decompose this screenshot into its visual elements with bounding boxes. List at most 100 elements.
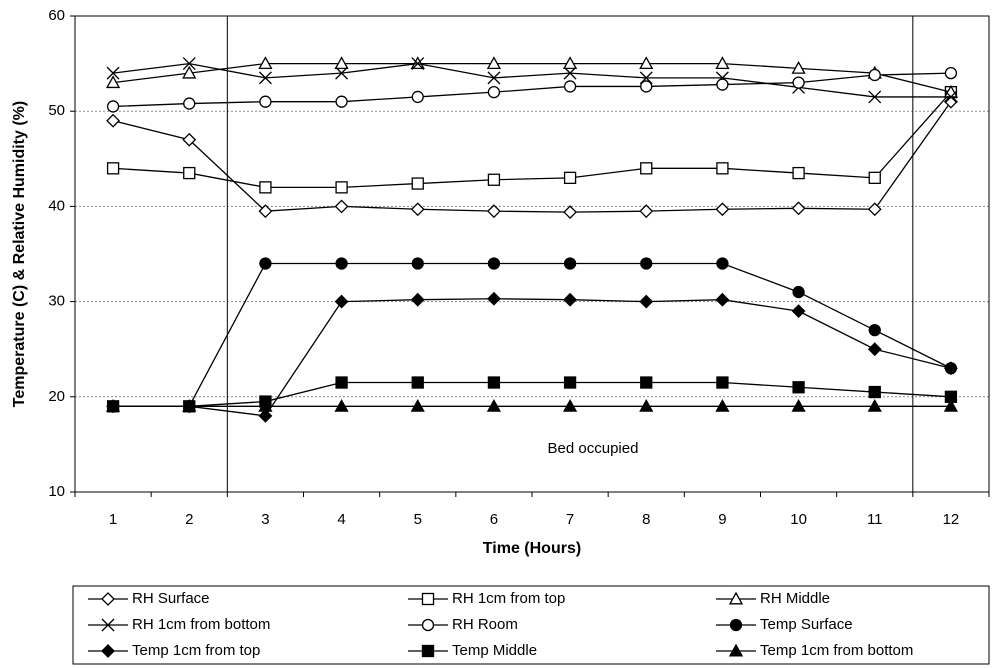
marker xyxy=(421,644,435,658)
series-line xyxy=(113,381,951,407)
x-axis-label: Time (Hours) xyxy=(483,540,581,557)
legend-label: RH Surface xyxy=(132,590,210,607)
marker xyxy=(563,257,577,270)
marker xyxy=(944,66,958,80)
marker xyxy=(335,66,349,80)
legend-label: Temp 1cm from top xyxy=(132,642,260,659)
marker xyxy=(259,181,272,194)
marker xyxy=(715,56,730,70)
marker xyxy=(106,113,121,128)
y-tick-label: 40 xyxy=(48,197,65,214)
series-line xyxy=(113,262,952,407)
marker xyxy=(563,80,577,93)
marker xyxy=(105,75,121,89)
marker xyxy=(486,204,501,219)
marker xyxy=(258,408,273,423)
marker xyxy=(182,132,197,147)
marker xyxy=(258,56,273,70)
series-line xyxy=(113,298,952,417)
marker xyxy=(258,71,272,85)
x-tick-label: 1 xyxy=(109,511,117,528)
marker xyxy=(411,90,424,104)
legend-box xyxy=(72,585,990,665)
marker xyxy=(410,202,425,217)
series-line xyxy=(112,101,952,213)
marker xyxy=(183,97,196,110)
marker xyxy=(411,257,424,270)
x-tick-label: 8 xyxy=(642,511,650,528)
marker xyxy=(487,173,501,186)
marker xyxy=(792,76,805,89)
marker xyxy=(487,376,501,389)
legend-label: RH 1cm from top xyxy=(452,590,565,607)
plot-frame xyxy=(74,15,990,493)
y-tick-label: 60 xyxy=(48,7,65,24)
marker xyxy=(639,204,654,219)
x-tick-label: 2 xyxy=(185,511,193,528)
marker xyxy=(716,376,729,389)
marker xyxy=(640,80,653,93)
y-tick-label: 50 xyxy=(48,102,65,119)
marker xyxy=(640,162,653,175)
marker xyxy=(562,56,578,70)
marker xyxy=(715,202,730,217)
marker xyxy=(410,398,425,412)
y-tick-label: 30 xyxy=(48,293,65,310)
marker xyxy=(715,398,730,412)
marker xyxy=(715,292,730,307)
marker xyxy=(258,398,273,412)
marker xyxy=(258,204,273,219)
marker xyxy=(791,201,806,216)
marker xyxy=(335,95,348,108)
marker xyxy=(792,381,805,394)
marker xyxy=(487,71,501,85)
marker xyxy=(411,177,424,190)
marker xyxy=(792,285,805,299)
marker xyxy=(334,398,349,412)
marker xyxy=(486,398,502,412)
legend-label: RH 1cm from bottom xyxy=(132,616,270,633)
marker xyxy=(101,618,115,632)
marker xyxy=(487,257,501,270)
x-tick-label: 5 xyxy=(414,511,422,528)
marker xyxy=(563,66,577,80)
series-line xyxy=(113,62,952,93)
marker xyxy=(868,324,881,337)
x-tick-label: 3 xyxy=(261,511,269,528)
marker xyxy=(728,643,744,657)
marker xyxy=(791,398,806,412)
marker xyxy=(410,292,425,307)
y-tick-label: 10 xyxy=(48,483,65,500)
marker xyxy=(334,294,349,309)
marker xyxy=(943,398,959,412)
marker xyxy=(182,398,197,412)
marker xyxy=(716,162,729,175)
legend-label: RH Room xyxy=(452,616,518,633)
marker xyxy=(563,292,578,307)
series-line xyxy=(113,91,952,189)
annotation: Bed occupied xyxy=(548,440,639,457)
marker xyxy=(716,257,729,270)
marker xyxy=(487,86,501,99)
marker xyxy=(868,68,881,82)
marker xyxy=(486,56,502,70)
marker xyxy=(867,342,882,357)
x-tick-label: 4 xyxy=(337,511,345,528)
marker xyxy=(106,162,120,175)
x-tick-label: 9 xyxy=(718,511,726,528)
marker xyxy=(411,57,425,71)
marker xyxy=(182,57,196,71)
x-tick-label: 7 xyxy=(566,511,574,528)
marker xyxy=(335,376,348,389)
marker xyxy=(259,95,272,108)
marker xyxy=(334,56,349,70)
marker xyxy=(867,398,882,412)
marker xyxy=(716,78,729,91)
marker xyxy=(943,361,958,376)
marker xyxy=(728,591,744,605)
marker xyxy=(101,644,115,658)
marker xyxy=(562,398,578,412)
marker xyxy=(421,592,435,606)
x-tick-label: 12 xyxy=(943,511,960,528)
